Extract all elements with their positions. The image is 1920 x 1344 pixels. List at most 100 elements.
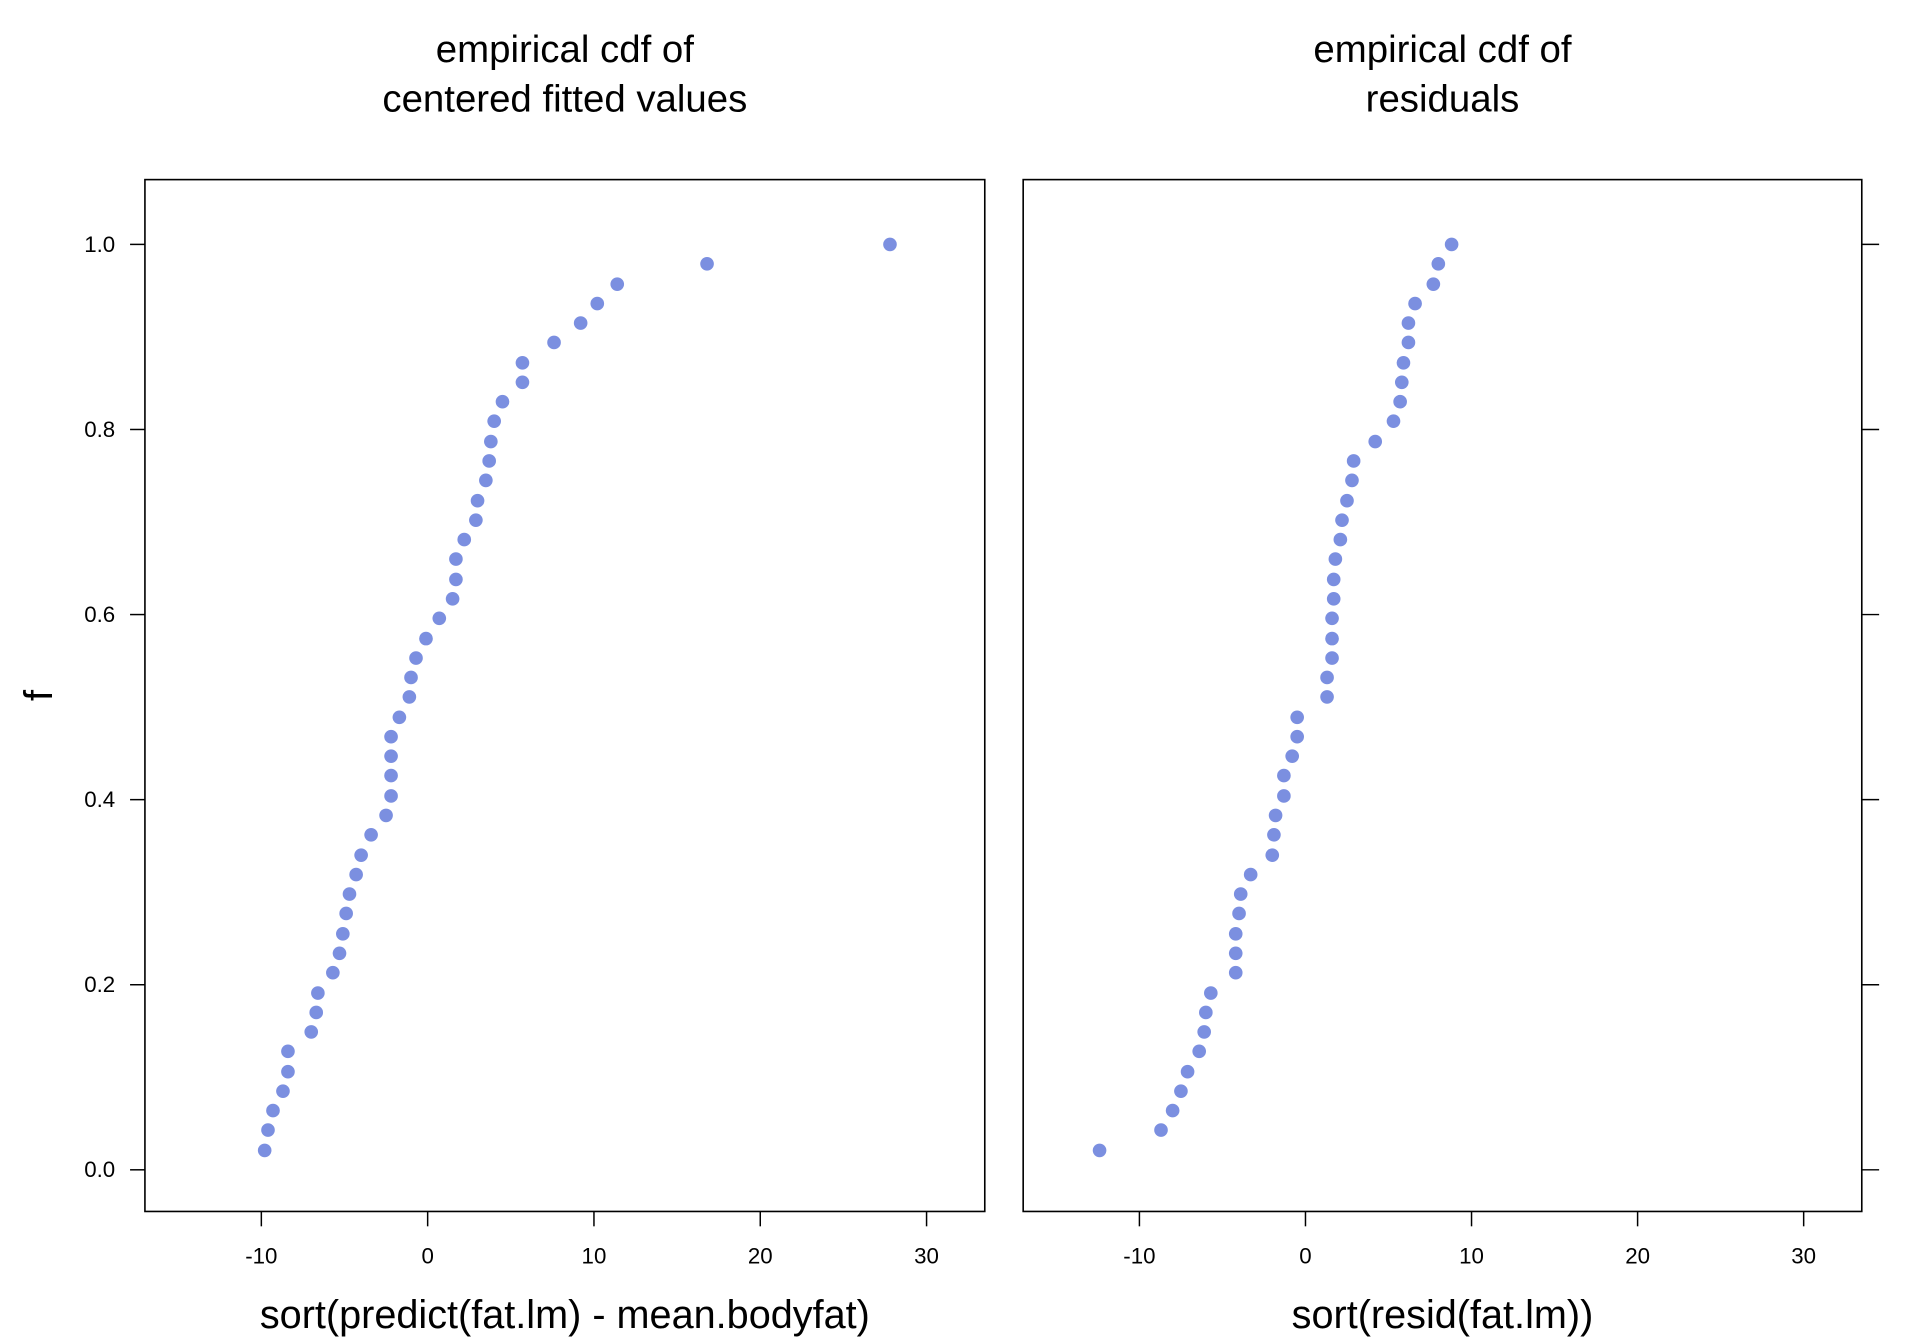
point	[1444, 237, 1459, 252]
point	[1290, 729, 1304, 744]
y-tick-label: 1.0	[84, 232, 115, 257]
point	[1290, 710, 1304, 725]
point	[339, 906, 353, 921]
point	[482, 454, 496, 468]
point	[257, 1143, 272, 1158]
point	[1325, 651, 1339, 665]
point	[281, 1044, 295, 1059]
point	[1268, 808, 1283, 823]
point	[484, 434, 498, 449]
point	[1368, 434, 1383, 449]
x-tick-label: -10	[1123, 1243, 1155, 1268]
point	[379, 808, 393, 823]
point	[1154, 1123, 1168, 1137]
point	[1393, 394, 1407, 409]
point	[326, 965, 340, 980]
point	[515, 375, 530, 390]
point	[1092, 1143, 1107, 1158]
point	[1394, 375, 1409, 390]
point	[610, 277, 625, 291]
y-tick-label: 0.4	[84, 787, 115, 812]
x-tick-label: 10	[582, 1243, 607, 1268]
point	[404, 670, 418, 685]
x-tick-label: 0	[1299, 1243, 1311, 1268]
point	[1204, 986, 1218, 1000]
point	[384, 768, 398, 783]
point	[1426, 277, 1441, 291]
point	[1335, 513, 1349, 527]
y-tick-label: 0.6	[84, 602, 115, 627]
x-tick-label: 30	[1791, 1243, 1816, 1268]
point	[1320, 690, 1334, 704]
point	[276, 1084, 290, 1098]
point	[384, 789, 398, 803]
x-tick-label: 20	[748, 1243, 773, 1268]
panel-title: empirical cdf of	[436, 28, 694, 71]
point	[1325, 611, 1339, 626]
point	[515, 356, 530, 370]
point	[349, 867, 363, 882]
y-tick-label: 0.2	[84, 972, 115, 997]
panel-title: centered fitted values	[382, 77, 747, 120]
y-tick-label: 0.8	[84, 417, 115, 442]
point	[479, 473, 493, 488]
point	[1199, 1005, 1213, 1020]
point	[1228, 965, 1243, 980]
point	[1285, 749, 1300, 763]
point	[261, 1123, 275, 1137]
point	[432, 611, 447, 626]
point	[1277, 768, 1291, 783]
point	[1346, 454, 1361, 468]
point	[266, 1103, 280, 1118]
y-tick-label: 0.0	[84, 1157, 115, 1182]
point	[487, 414, 501, 428]
point	[573, 316, 588, 330]
point	[1401, 335, 1416, 350]
point	[1267, 827, 1281, 842]
x-tick-label: 0	[421, 1243, 433, 1268]
point	[1277, 789, 1291, 803]
panel-title: residuals	[1366, 77, 1520, 120]
point	[384, 729, 398, 744]
point	[1243, 867, 1258, 882]
point	[1328, 552, 1343, 566]
point	[1386, 414, 1401, 428]
y-axis-label: f	[17, 689, 61, 701]
point	[309, 1005, 324, 1020]
point	[1325, 631, 1339, 646]
point	[1401, 316, 1416, 330]
point	[1340, 493, 1354, 508]
point	[1333, 532, 1348, 547]
point	[470, 493, 485, 508]
point	[1265, 848, 1280, 862]
point	[1320, 670, 1334, 685]
point	[495, 394, 510, 409]
point	[419, 631, 433, 646]
panel-frame	[1022, 178, 1863, 1213]
point	[1326, 572, 1341, 587]
point	[590, 296, 605, 311]
point	[1326, 592, 1341, 606]
x-axis-label: sort(predict(fat.lm) - mean.bodyfat)	[260, 1293, 870, 1337]
x-tick-label: -10	[245, 1243, 277, 1268]
point	[336, 927, 350, 941]
point	[311, 986, 325, 1000]
point	[1228, 946, 1243, 961]
point	[700, 257, 714, 271]
point	[1192, 1044, 1207, 1059]
point	[354, 848, 368, 862]
point	[342, 887, 357, 901]
x-tick-label: 30	[914, 1243, 939, 1268]
panel-title: empirical cdf of	[1313, 28, 1571, 71]
point	[469, 513, 483, 527]
point	[883, 237, 897, 252]
x-axis-label: sort(resid(fat.lm))	[1292, 1293, 1594, 1337]
point	[1197, 1025, 1211, 1039]
point	[1345, 473, 1359, 488]
point	[445, 592, 460, 606]
point	[409, 651, 423, 665]
point	[457, 532, 472, 547]
point	[1396, 356, 1411, 370]
point	[384, 749, 398, 763]
